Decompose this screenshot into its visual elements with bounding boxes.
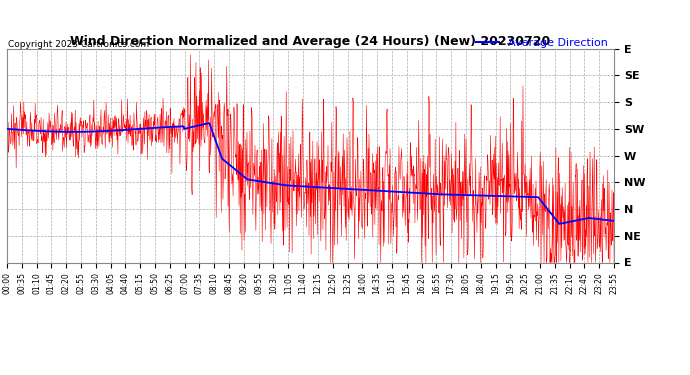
- Text: Copyright 2023 Cartronics.com: Copyright 2023 Cartronics.com: [8, 40, 149, 49]
- Title: Wind Direction Normalized and Average (24 Hours) (New) 20230720: Wind Direction Normalized and Average (2…: [70, 34, 551, 48]
- Legend: Average Direction: Average Direction: [472, 34, 612, 53]
